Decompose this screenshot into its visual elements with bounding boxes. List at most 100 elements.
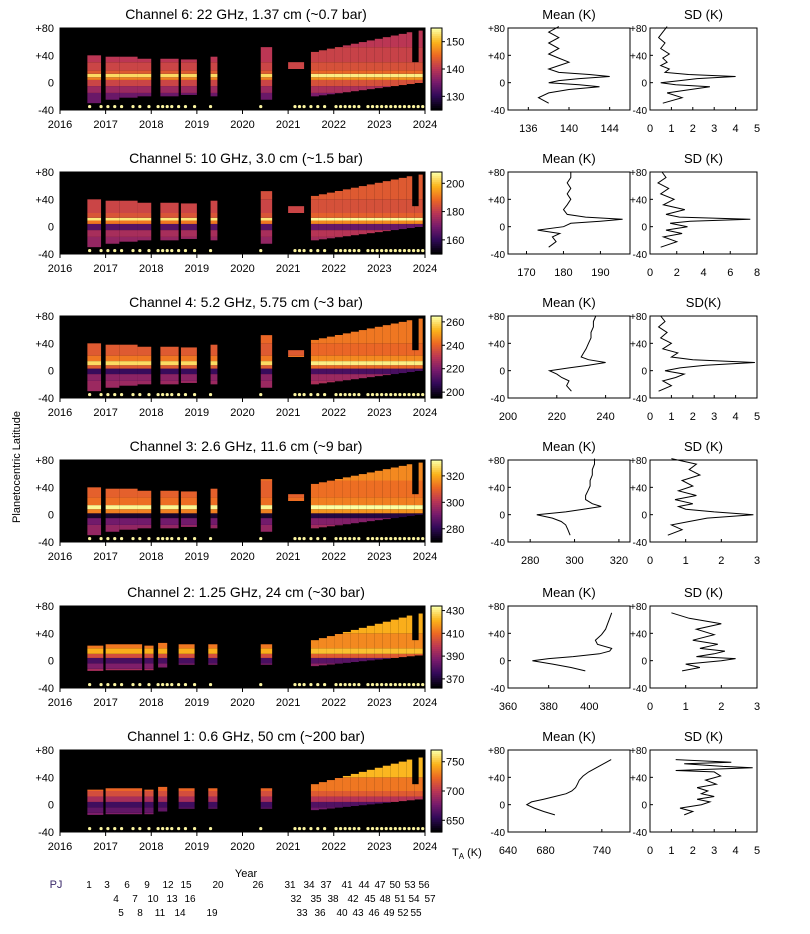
colorbar-cell <box>431 683 442 687</box>
heatmap-cell <box>334 190 343 200</box>
heatmap-cell <box>178 791 195 797</box>
colorbar-cell <box>431 243 442 247</box>
heatmap-cell <box>374 86 383 89</box>
heatmap-cell <box>105 488 120 498</box>
profile-lat-label: +40 <box>630 773 647 784</box>
pj-number: 47 <box>374 880 386 891</box>
heatmap-cell <box>119 374 138 381</box>
colorbar-cell <box>431 786 442 790</box>
heatmap-cell <box>358 47 367 63</box>
heatmap-cell <box>342 365 351 369</box>
pj-marker-dot <box>165 104 169 109</box>
pj-number: 14 <box>174 908 186 919</box>
heatmap-cell <box>398 777 407 791</box>
year-tick-label: 2019 <box>185 841 209 853</box>
pj-marker-dot <box>183 682 188 687</box>
heatmap-cell <box>180 497 197 506</box>
pj-number: 35 <box>310 894 322 905</box>
heatmap-cell <box>414 796 423 800</box>
pj-marker-dot <box>348 536 352 541</box>
heatmap-cell <box>260 505 273 510</box>
colorbar-tick-label: 410 <box>446 628 464 640</box>
year-tick-label: 2023 <box>367 697 391 709</box>
heatmap-cell <box>342 213 351 218</box>
pj-marker-dot <box>389 826 393 831</box>
heatmap-cell <box>414 223 423 228</box>
colorbar-cell <box>431 651 442 654</box>
heatmap-cell <box>87 374 102 381</box>
heatmap-cell <box>119 368 138 375</box>
pj-marker-dot <box>352 682 356 687</box>
heatmap-cell <box>414 613 423 634</box>
heatmap-cell <box>119 361 138 366</box>
colorbar-cell <box>431 340 442 344</box>
heatmap-cell <box>358 777 367 791</box>
heatmap-cell <box>87 505 102 510</box>
heatmap-cell <box>180 518 197 525</box>
pj-marker-dot <box>323 104 327 109</box>
heatmap-cell <box>358 365 367 369</box>
heatmap-cell <box>398 217 407 221</box>
heatmap-cell <box>358 186 367 200</box>
heatmap-cell <box>406 32 415 48</box>
profile-x-label: 240 <box>596 411 614 423</box>
heatmap-cell <box>105 223 120 231</box>
colorbar-cell <box>431 221 442 224</box>
pj-marker-dot <box>259 826 263 831</box>
year-tick-label: 2016 <box>48 263 72 275</box>
colorbar-cell <box>431 395 442 399</box>
heatmap-cell <box>318 199 327 213</box>
year-tick-label: 2019 <box>185 697 209 709</box>
pj-number: 53 <box>404 880 416 891</box>
pj-marker-dot <box>297 248 302 253</box>
heatmap-cell <box>105 505 120 510</box>
heatmap-cell <box>160 509 179 514</box>
pj-marker-dot <box>370 248 375 253</box>
heatmap-cell <box>260 497 273 506</box>
heatmap-cell <box>350 199 359 213</box>
colorbar-cell <box>431 803 442 806</box>
heatmap-cell <box>119 223 138 231</box>
colorbar-tick-label: 200 <box>446 178 464 190</box>
heatmap-cell <box>87 657 104 664</box>
heatmap-cell <box>87 801 104 808</box>
heatmap-cell <box>310 365 319 369</box>
heatmap-cell <box>310 657 319 664</box>
heatmap-cell <box>318 92 327 96</box>
heatmap-cell <box>144 801 154 808</box>
pj-marker-dot <box>113 248 117 253</box>
colorbar-cell <box>431 482 442 486</box>
pj-marker-dot <box>357 826 361 831</box>
heatmap-cell <box>406 355 415 362</box>
pj-marker-dot <box>106 392 110 397</box>
sd-profile-frame <box>649 605 758 689</box>
heatmap-cell <box>366 657 375 661</box>
heatmap-cell <box>414 365 423 369</box>
pj-marker-dot <box>384 826 388 831</box>
pj-marker-dot <box>183 248 188 253</box>
heatmap-cell <box>374 365 383 369</box>
heatmap-cell <box>119 230 138 237</box>
heatmap-cell <box>398 368 407 374</box>
heatmap-cell <box>310 518 319 525</box>
pj-marker-dot <box>259 248 263 253</box>
pj-marker-dot <box>421 248 425 253</box>
colorbar-cell <box>431 681 442 685</box>
heatmap-cell <box>137 524 152 529</box>
pj-marker-dot <box>389 392 393 397</box>
colorbar-cell <box>431 675 442 679</box>
pj-marker-dot <box>183 536 188 541</box>
pj-number: 49 <box>383 908 395 919</box>
pj-marker-dot <box>131 682 135 687</box>
heatmap-cell <box>210 518 218 525</box>
heatmap-cell <box>334 86 343 93</box>
pj-marker-dot <box>259 682 263 687</box>
heatmap-cell <box>208 653 218 658</box>
pj-marker-dot <box>316 682 320 687</box>
pj-marker-dot <box>147 392 151 397</box>
pj-marker-dot <box>338 104 343 109</box>
colorbar-cell <box>431 215 442 218</box>
pj-marker-dot <box>357 104 361 109</box>
heatmap-cell <box>374 796 383 802</box>
